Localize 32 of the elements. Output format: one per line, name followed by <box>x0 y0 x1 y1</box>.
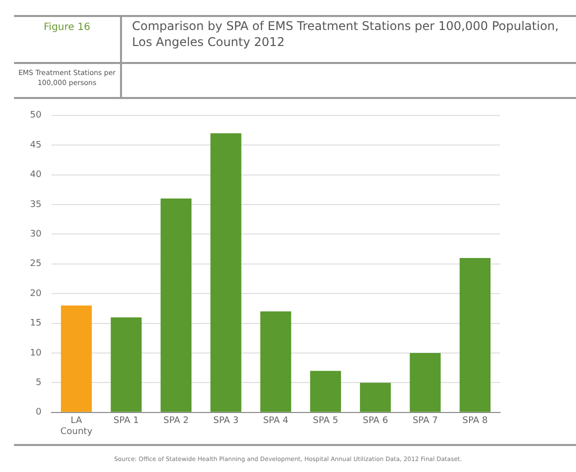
x-tick-label: SPA 7 <box>412 416 438 426</box>
y-tick-label: 45 <box>30 140 42 150</box>
y-tick-label: 25 <box>30 259 42 270</box>
y-tick-label: 50 <box>30 110 42 121</box>
x-tick-label: SPA 2 <box>163 416 189 426</box>
category-label: LA <box>70 416 82 426</box>
x-tick-label: SPA 3 <box>213 416 239 426</box>
bar <box>460 258 491 412</box>
y-tick-label: 10 <box>30 348 42 358</box>
y-tick-label: 35 <box>30 200 42 210</box>
chart-title: Comparison by SPA of EMS Treatment Stations per 100,000 Population, Los Angeles County 2012 <box>132 18 560 50</box>
x-tick-label: SPA 6 <box>362 416 388 426</box>
bar <box>360 382 391 412</box>
y-tick-label: 40 <box>30 170 42 180</box>
bar <box>210 133 242 412</box>
x-tick-label: SPA 1 <box>114 416 139 426</box>
bar <box>60 305 92 412</box>
y-tick-label: 20 <box>30 288 42 299</box>
x-tick-label: SPA 5 <box>312 416 338 426</box>
bar <box>410 353 441 412</box>
bar <box>310 370 342 412</box>
bar <box>160 198 192 412</box>
chart-subtitle: Figure 16 <box>42 22 92 33</box>
x-tick-label: SPA 4 <box>263 416 289 426</box>
y-tick-label: 30 <box>30 230 42 240</box>
bar <box>260 311 292 412</box>
y-tick-label: 5 <box>36 378 42 388</box>
x-tick-label: SPA 8 <box>462 416 488 426</box>
y-tick-label: 0 <box>36 408 42 418</box>
category-label: County <box>60 426 92 437</box>
bar <box>110 317 142 412</box>
y-tick-label: 15 <box>30 318 42 329</box>
